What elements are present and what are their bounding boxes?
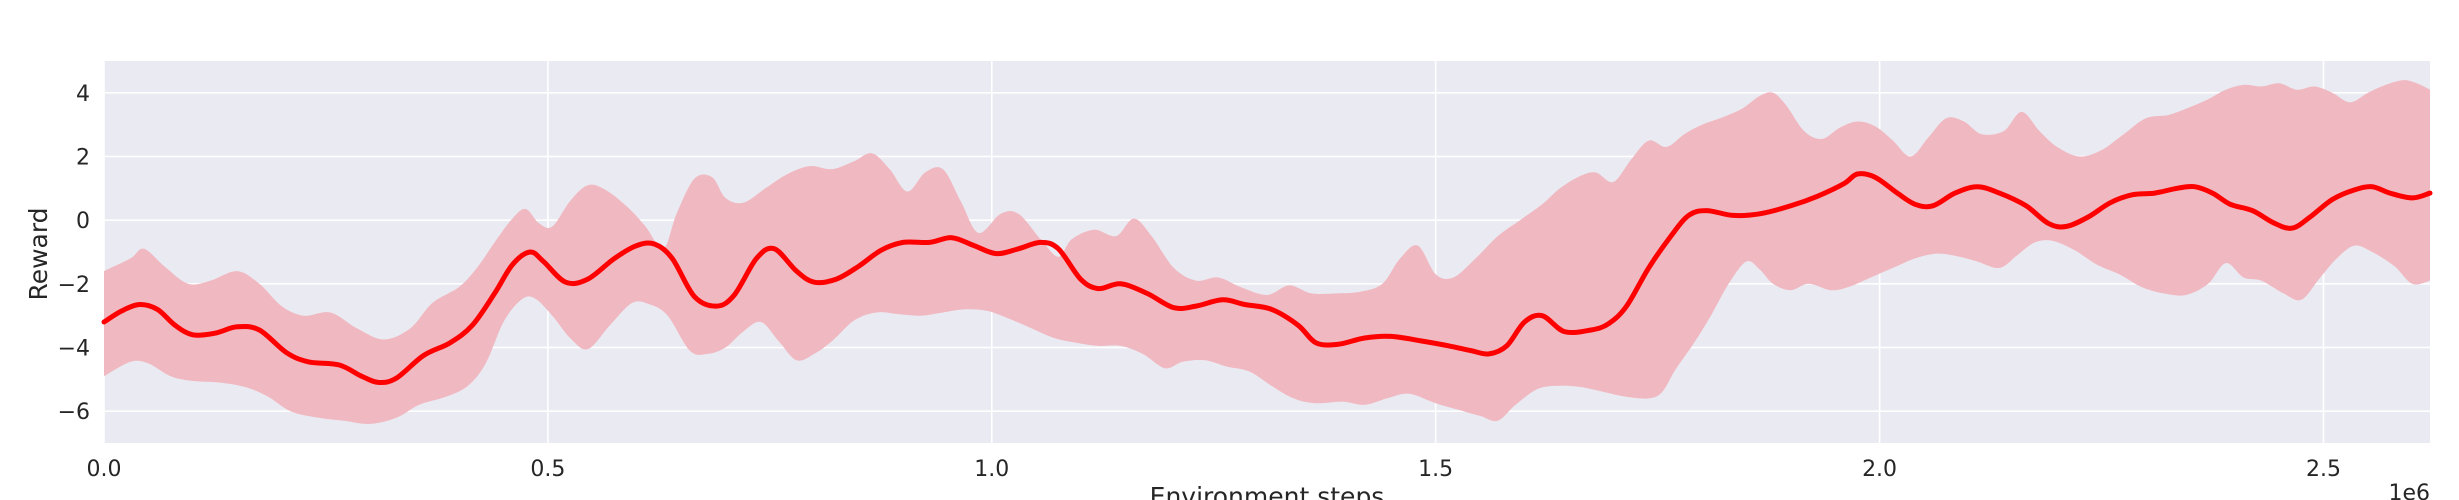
y-axis-ticks: −6 −4 −2 0 2 4 [58,82,90,425]
x-tick-label: 2.5 [2306,457,2341,482]
y-axis-label: Reward [24,207,53,300]
y-tick-label: −6 [58,400,90,425]
y-tick-label: 0 [76,209,90,234]
y-tick-label: −4 [58,337,90,362]
y-tick-label: −2 [58,273,90,298]
x-tick-label: 0.0 [87,457,122,482]
x-axis-label: Environment steps [1150,482,1385,500]
y-tick-label: 4 [76,82,90,107]
x-axis-offset-text: 1e6 [2388,481,2430,500]
x-tick-label: 2.0 [1862,457,1897,482]
x-tick-label: 1.0 [974,457,1009,482]
x-tick-label: 1.5 [1418,457,1453,482]
confidence-band [104,80,2430,424]
x-tick-label: 0.5 [530,457,565,482]
x-axis-ticks: 0.0 0.5 1.0 1.5 2.0 2.5 [87,457,2341,482]
y-tick-label: 2 [76,146,90,171]
mean-reward-line [101,171,2433,386]
